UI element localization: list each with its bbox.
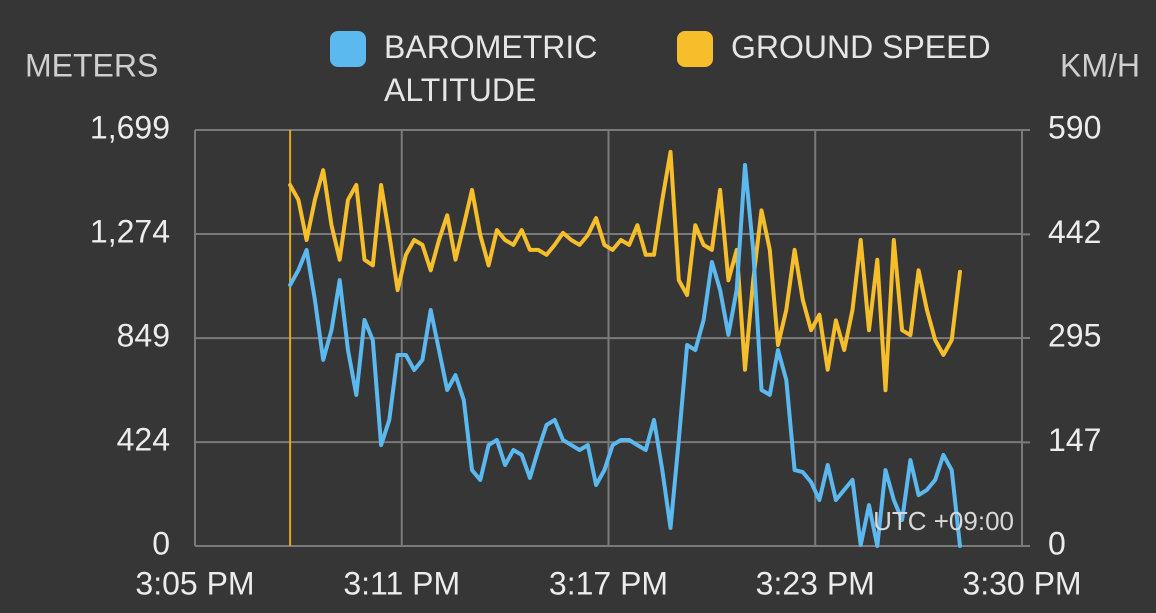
legend-swatch (677, 31, 713, 67)
legend-item: GROUND SPEED (677, 26, 991, 69)
x-tick-label: 3:11 PM (343, 565, 460, 601)
y-tick-label: 0 (152, 525, 170, 561)
legend-swatch (330, 31, 366, 67)
annotation: UTC +09:00 (873, 506, 1014, 536)
y2-axis-title: KM/H (1060, 47, 1140, 83)
y2-tick-label: 442 (1048, 214, 1101, 250)
y-axis-title: METERS (25, 47, 158, 83)
y2-tick-label: 0 (1048, 525, 1066, 561)
data-line (288, 163, 962, 548)
y2-tick-label: 590 (1048, 109, 1101, 145)
y-tick-label: 1,699 (90, 109, 170, 145)
x-tick-label: 3:23 PM (756, 565, 875, 601)
x-tick-label: 3:17 PM (549, 565, 668, 601)
x-tick-label: 3:30 PM (962, 565, 1081, 601)
y-tick-label: 1,274 (90, 214, 170, 250)
legend-label: GROUND SPEED (731, 29, 991, 65)
y2-tick-label: 295 (1048, 317, 1101, 353)
data-line (288, 149, 962, 393)
legend-item: BAROMETRIC ALTITUDE (330, 26, 644, 112)
y-tick-label: 424 (117, 422, 170, 458)
legend-label: BAROMETRIC ALTITUDE (384, 29, 598, 108)
x-tick-label: 3:05 PM (135, 565, 254, 601)
y-tick-label: 849 (117, 318, 170, 354)
y2-tick-label: 147 (1048, 422, 1101, 458)
